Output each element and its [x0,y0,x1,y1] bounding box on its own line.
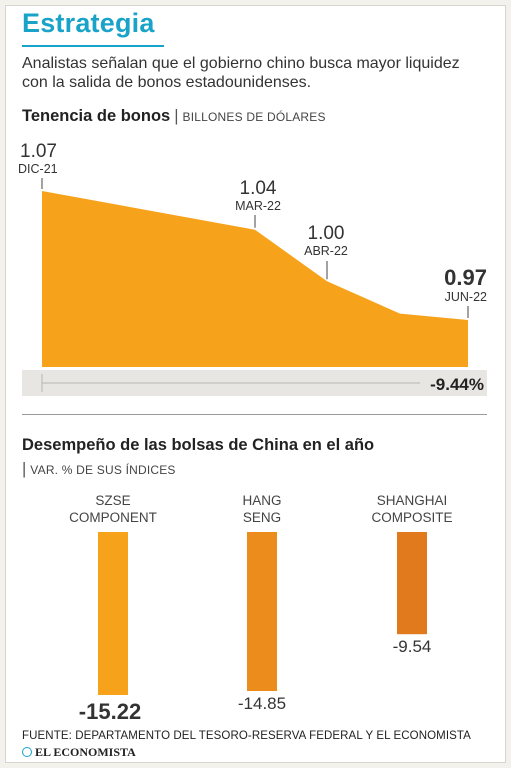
bar-2 [397,532,427,635]
bar-0 [98,532,128,695]
point-date-2: ABR-22 [304,244,348,258]
point-value-0: 1.07 [20,141,57,162]
bar-category-1-line-0: HANG [242,493,281,508]
source-note: FUENTE: DEPARTAMENTO DEL TESORO-RESERVA … [22,730,471,742]
subtitle: Analistas señalan que el gobierno chino … [22,55,460,91]
stocks-chart-heading: Desempeño de las bolsas de China en el a… [22,436,374,455]
point-date-1: MAR-22 [235,199,281,213]
bar-value-0: -15.22 [79,699,141,724]
bar-category-0-line-0: SZSE [95,493,130,508]
point-value-2: 1.00 [308,223,345,244]
stocks-chart-unit: VAR. % DE SUS ÍNDICES [30,463,176,477]
bond-chart-heading: Tenencia de bonos | BILLONES DE DÓLARES [22,107,326,126]
publisher-logo: EL ECONOMISTA [22,745,136,760]
bar-category-1-line-1: SENG [243,510,281,525]
stocks-chart-unit-row: | VAR. % DE SUS ÍNDICES [22,460,176,479]
bar-value-2: -9.54 [393,637,432,656]
point-value-1: 1.04 [240,178,277,199]
title-underline [22,45,164,47]
bar-value-1: -14.85 [238,694,286,713]
point-date-0: DIC-21 [18,162,58,176]
logo-mark-icon [22,747,32,757]
bar-category-2-line-0: SHANGHAI [377,493,448,508]
section-divider [22,414,487,415]
bar-1 [247,532,277,691]
title-block: Estrategia [22,8,155,39]
point-date-3: JUN-22 [445,290,487,304]
point-value-3: 0.97 [444,265,487,290]
bond-area [42,191,468,367]
bar-category-0-line-1: COMPONENT [69,510,157,525]
bar-category-2-line-1: COMPOSITE [371,510,452,525]
publisher-name: EL ECONOMISTA [35,745,136,759]
bond-chart-unit: BILLONES DE DÓLARES [182,110,326,124]
page-title: Estrategia [22,8,155,38]
stocks-chart-title: Desempeño de las bolsas de China en el a… [22,436,375,454]
heading-separator: | [174,107,179,125]
change-value: -9.44% [430,375,484,394]
bond-chart-title: Tenencia de bonos [22,107,171,125]
unit-separator: | [22,460,27,478]
